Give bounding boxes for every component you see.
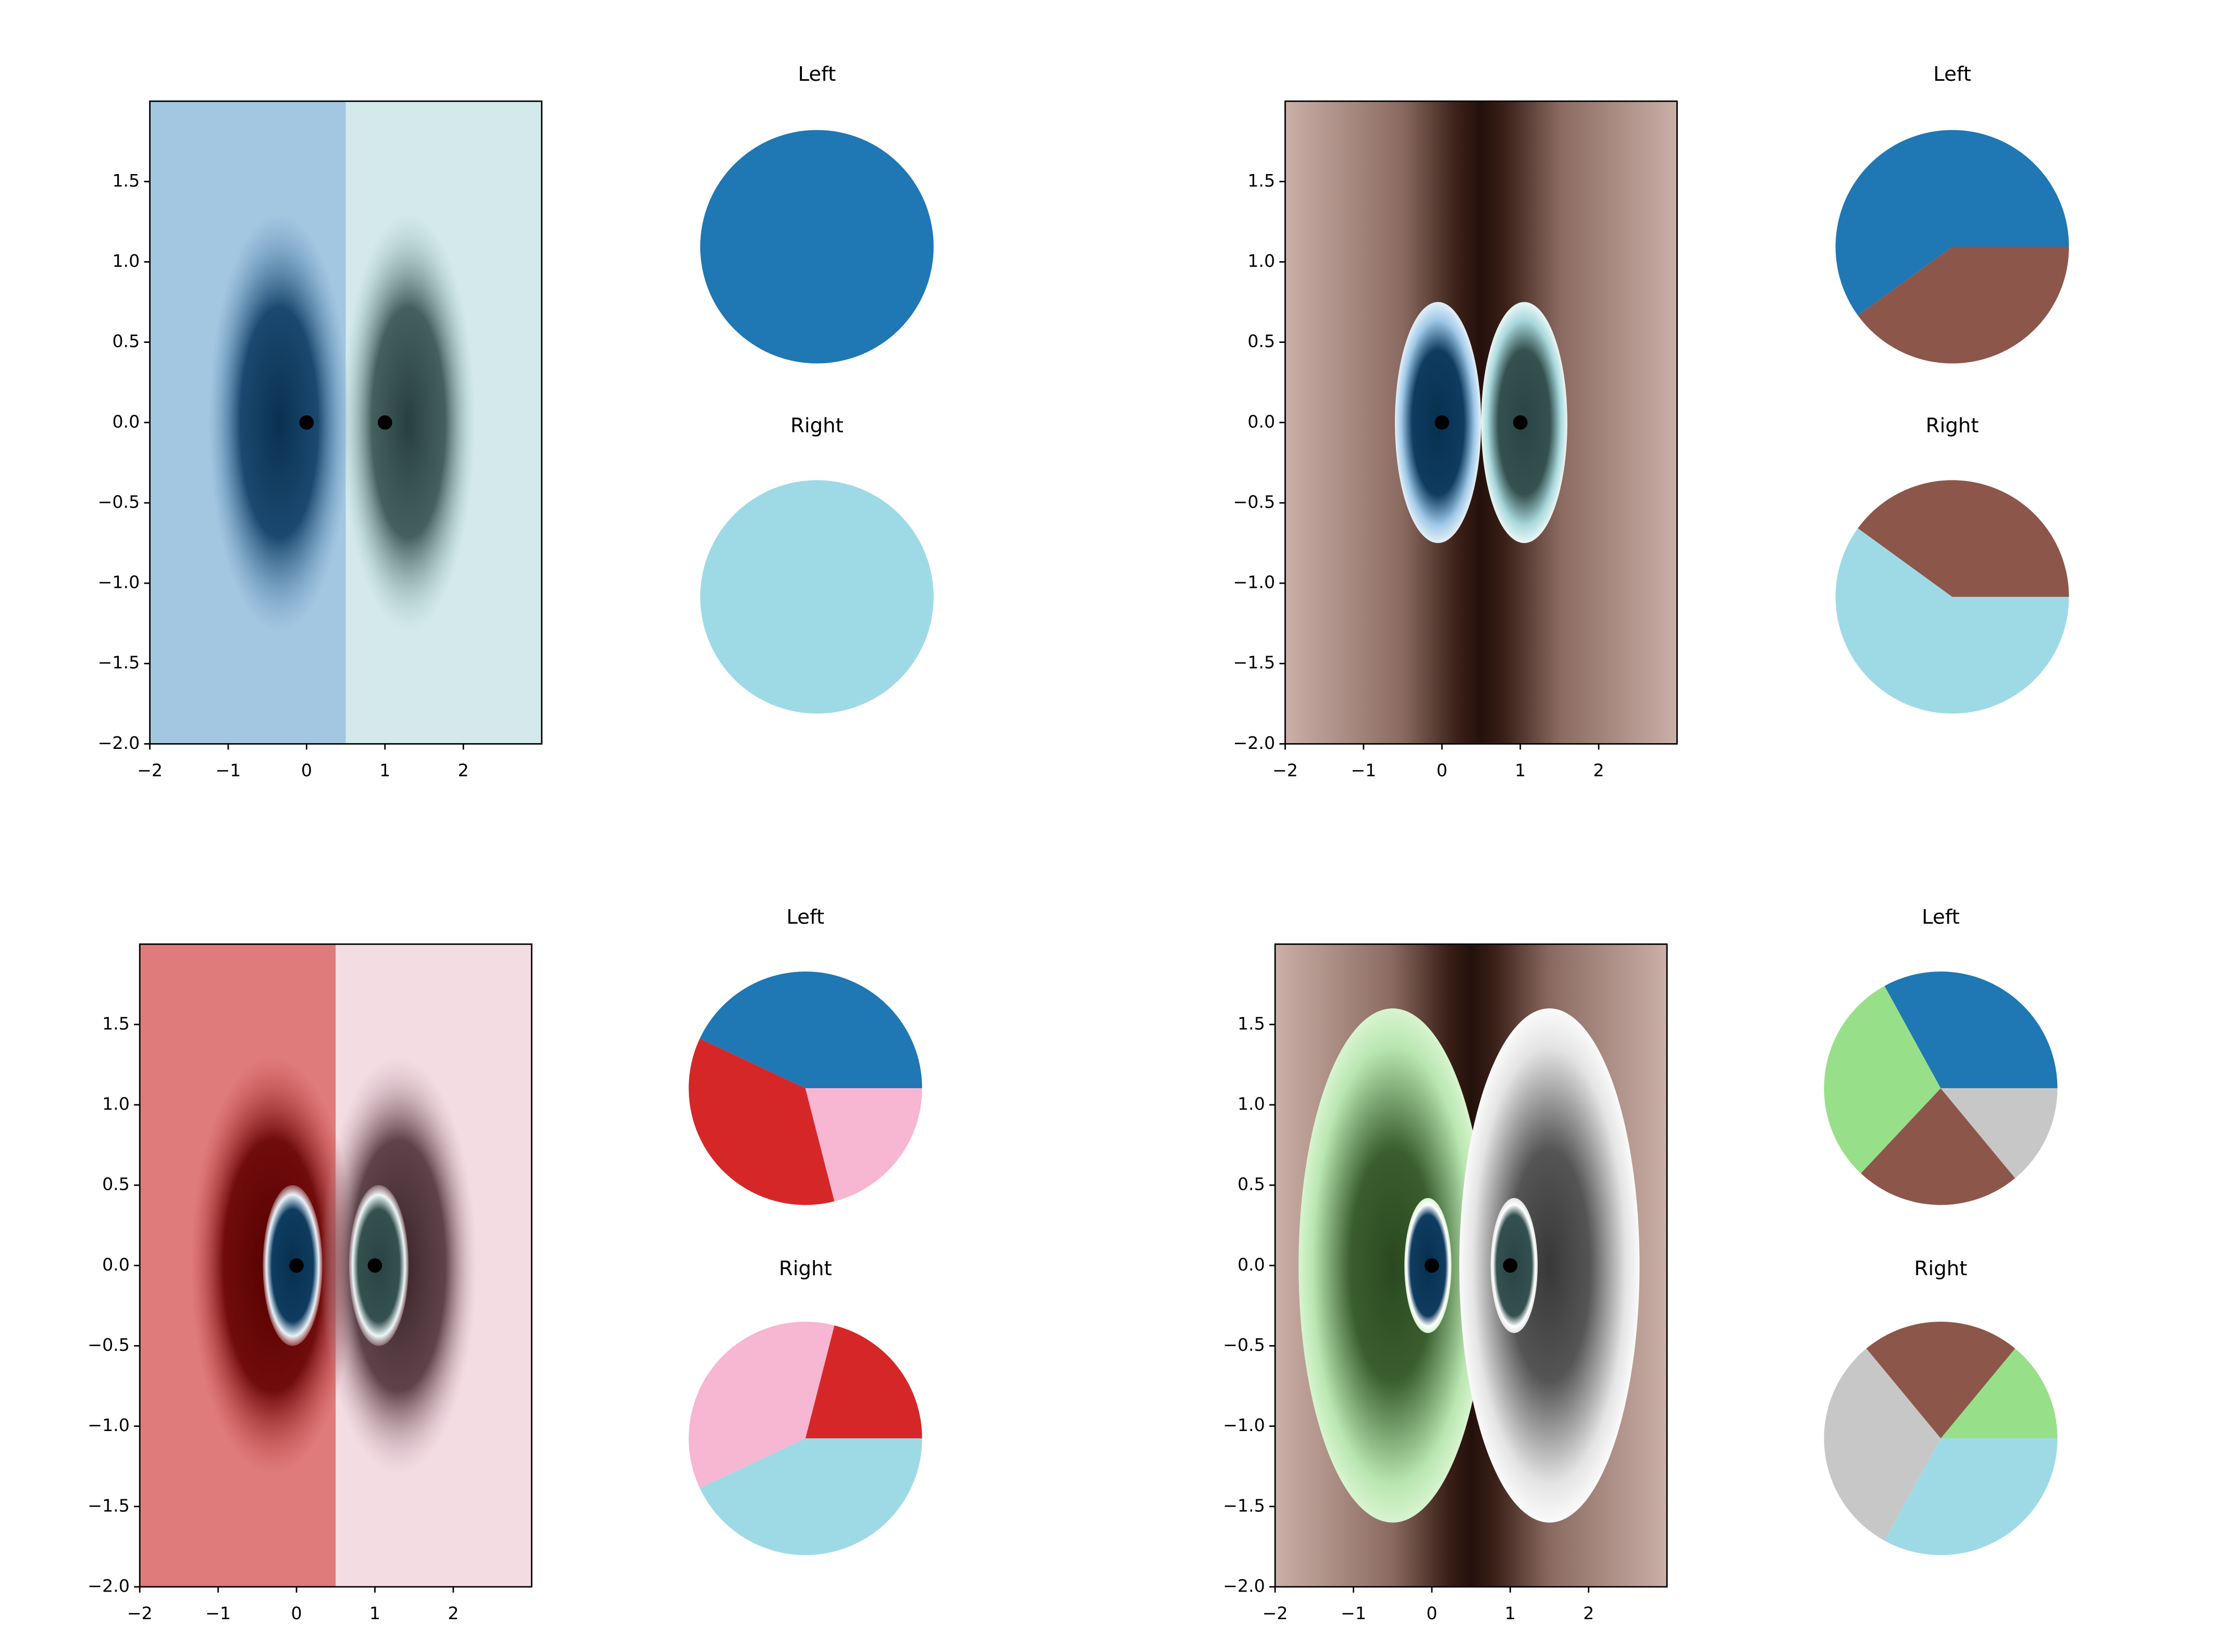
pie-slice: [1884, 1438, 2058, 1556]
y-tick-label: 0.0: [112, 411, 140, 432]
x-tick-label: −2: [1263, 1603, 1288, 1623]
y-tick-label: 1.0: [1247, 251, 1275, 271]
y-tick-label: 1.5: [112, 170, 140, 191]
axes-frame: [149, 100, 543, 745]
image-region: [1298, 1008, 1487, 1523]
y-tick-label: 1.0: [102, 1094, 130, 1114]
x-tick-label: 0: [1426, 1603, 1437, 1623]
pie-slice: [1824, 1348, 1941, 1541]
y-tick-label: −1.0: [98, 572, 140, 593]
image: [140, 944, 532, 1587]
y-tick-label: 0.0: [1247, 411, 1275, 432]
image-region: [208, 213, 350, 632]
y-tick-label: −0.5: [1223, 1335, 1265, 1355]
pie-title: Right: [1914, 1257, 1968, 1280]
pie-slice: [1824, 985, 1941, 1174]
pie-slice: [700, 130, 934, 364]
point: [299, 415, 314, 430]
x-tick-label: 2: [448, 1603, 459, 1623]
y-tick-label: −1.0: [1223, 1415, 1265, 1435]
y-tick-label: −2.0: [1223, 1575, 1265, 1596]
y-tick-label: 0.0: [102, 1254, 130, 1275]
x-tick-label: 0: [301, 760, 312, 780]
y-tick-label: −1.5: [1223, 1495, 1265, 1515]
x-tick-label: −1: [1351, 760, 1376, 780]
point: [1425, 1258, 1439, 1273]
image: [1275, 944, 1667, 1587]
pie-title: Right: [779, 1257, 832, 1280]
pie-title: Left: [798, 63, 836, 86]
point: [367, 1258, 382, 1273]
pie-title: Right: [790, 414, 844, 438]
y-tick-label: 1.0: [1238, 1094, 1265, 1114]
y-tick-label: 1.5: [1238, 1013, 1265, 1033]
y-tick-label: −1.5: [88, 1495, 130, 1515]
x-tick-label: −2: [127, 1603, 153, 1623]
y-tick-label: −1.0: [1233, 572, 1276, 593]
pie-slice: [1940, 1348, 2058, 1439]
pie-title: Left: [786, 905, 824, 929]
point: [289, 1258, 304, 1273]
pie-slice: [805, 1088, 922, 1202]
y-tick-label: −0.5: [1233, 491, 1276, 512]
pie-slice: [700, 971, 922, 1089]
pie-slice: [1858, 480, 2069, 597]
pie-slice: [688, 1038, 835, 1205]
image-region: [342, 213, 475, 632]
x-tick-label: 0: [291, 1603, 302, 1623]
x-tick-label: 1: [1515, 760, 1526, 780]
y-tick-label: −2.0: [1233, 733, 1276, 753]
y-tick-label: 1.0: [112, 251, 140, 271]
point: [377, 415, 392, 430]
y-tick-label: −0.5: [88, 1335, 130, 1355]
image-region: [1459, 1008, 1640, 1523]
pie-slice: [1884, 971, 2058, 1089]
y-tick-label: −1.0: [88, 1415, 130, 1435]
y-tick-label: 1.5: [1247, 170, 1275, 191]
y-tick-label: 0.5: [1247, 331, 1275, 351]
pie-title: Right: [1926, 414, 1979, 438]
y-tick-label: −1.5: [98, 652, 140, 673]
y-tick-label: −2.0: [88, 1575, 130, 1596]
x-tick-label: −1: [216, 760, 241, 780]
x-tick-label: 2: [1583, 1603, 1594, 1623]
x-tick-label: −2: [137, 760, 163, 780]
pie-slice: [1835, 528, 2069, 714]
image: [1285, 101, 1677, 744]
y-tick-label: 1.5: [102, 1013, 130, 1033]
point: [1434, 415, 1450, 430]
x-tick-label: 1: [379, 760, 390, 780]
pie-slice: [1858, 246, 2069, 364]
x-tick-label: 1: [369, 1603, 380, 1623]
pie-title: Left: [1933, 63, 1971, 86]
point: [1513, 415, 1528, 430]
pie-slice: [688, 1322, 835, 1488]
x-tick-label: 2: [1593, 760, 1604, 780]
y-tick-label: 0.5: [1238, 1174, 1265, 1194]
y-tick-label: −0.5: [98, 491, 140, 512]
x-tick-label: −2: [1272, 760, 1298, 780]
x-tick-label: 1: [1505, 1603, 1516, 1623]
y-tick-label: −2.0: [98, 733, 140, 753]
pie-slice: [1861, 1088, 2015, 1205]
pie-slice: [700, 480, 934, 714]
pie-slice: [1866, 1322, 2015, 1439]
y-tick-label: 0.5: [112, 331, 140, 351]
x-tick-label: 0: [1437, 760, 1448, 780]
x-tick-label: −1: [1341, 1603, 1366, 1623]
x-tick-label: −1: [205, 1603, 231, 1623]
pie-slice: [700, 1438, 922, 1556]
pie-slice: [805, 1325, 922, 1439]
pie-title: Left: [1922, 905, 1960, 929]
pie-slice: [1835, 130, 2069, 316]
y-tick-label: 0.5: [102, 1174, 130, 1194]
y-tick-label: 0.0: [1238, 1254, 1265, 1275]
image: [150, 101, 542, 744]
y-tick-label: −1.5: [1233, 652, 1276, 673]
pie-slice: [1940, 1088, 2058, 1178]
point: [1503, 1258, 1518, 1273]
x-tick-label: 2: [458, 760, 469, 780]
